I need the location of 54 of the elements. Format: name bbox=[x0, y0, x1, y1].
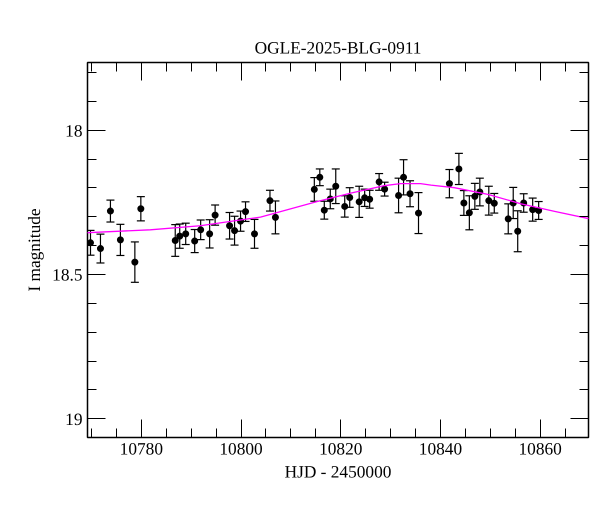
point bbox=[316, 174, 324, 181]
point bbox=[116, 236, 124, 244]
point bbox=[446, 180, 453, 188]
point bbox=[320, 206, 328, 214]
point bbox=[96, 245, 104, 252]
point bbox=[366, 196, 374, 203]
point bbox=[251, 230, 258, 238]
x-axis-title: HJD - 2450000 bbox=[284, 462, 392, 482]
x-tick-label: 10800 bbox=[219, 440, 263, 458]
point bbox=[172, 236, 179, 244]
point bbox=[226, 222, 234, 230]
point bbox=[206, 230, 214, 238]
y-tick-label: 19 bbox=[65, 410, 82, 429]
chart-title: OGLE-2025-BLG-0911 bbox=[254, 38, 422, 58]
point bbox=[242, 208, 250, 216]
point bbox=[376, 178, 383, 186]
point bbox=[88, 239, 94, 246]
point bbox=[137, 205, 144, 212]
y-tick-label: 18.5 bbox=[52, 266, 83, 285]
point bbox=[131, 258, 138, 266]
point bbox=[197, 226, 204, 234]
y-axis-title: I magnitude bbox=[25, 208, 44, 292]
point bbox=[490, 200, 498, 207]
point bbox=[212, 212, 219, 219]
point bbox=[381, 186, 388, 193]
point bbox=[504, 215, 512, 222]
y-tick-label: 18 bbox=[65, 121, 82, 140]
point bbox=[106, 208, 114, 215]
point bbox=[191, 238, 198, 245]
point bbox=[415, 210, 422, 217]
point bbox=[455, 165, 462, 172]
point bbox=[406, 190, 414, 198]
line-series bbox=[88, 183, 588, 234]
x-tick-label: 10840 bbox=[418, 440, 462, 458]
point bbox=[514, 228, 522, 235]
x-tick-label: 10820 bbox=[319, 440, 362, 458]
point bbox=[400, 174, 408, 181]
x-tick-label: 10780 bbox=[120, 440, 164, 458]
point bbox=[460, 199, 468, 206]
point bbox=[341, 202, 348, 210]
x-tick-label: 10860 bbox=[518, 440, 562, 458]
point bbox=[471, 192, 478, 200]
point bbox=[332, 182, 340, 190]
point bbox=[272, 214, 279, 221]
point bbox=[310, 186, 318, 193]
point bbox=[346, 194, 354, 201]
point bbox=[485, 197, 492, 204]
point bbox=[231, 227, 238, 234]
point bbox=[356, 198, 363, 206]
point bbox=[266, 197, 274, 204]
point bbox=[466, 209, 473, 216]
point bbox=[176, 232, 184, 240]
point bbox=[182, 230, 190, 238]
point bbox=[395, 192, 402, 199]
